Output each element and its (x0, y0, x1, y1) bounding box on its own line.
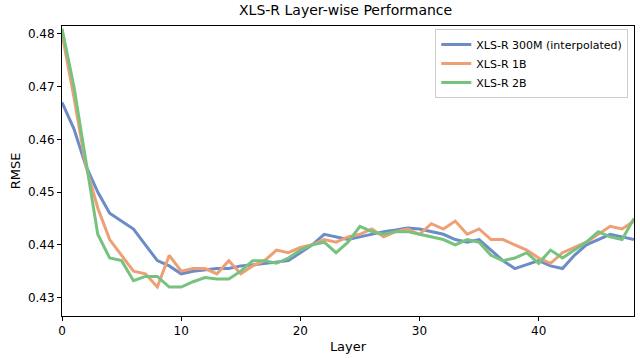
svg-text:XLS-R 1B: XLS-R 1B (476, 58, 526, 71)
svg-text:0.48: 0.48 (28, 27, 55, 41)
svg-text:XLS-R 300M (interpolated): XLS-R 300M (interpolated) (476, 39, 622, 52)
svg-text:XLS-R 2B: XLS-R 2B (476, 77, 526, 90)
svg-text:40: 40 (531, 324, 546, 338)
svg-text:10: 10 (174, 324, 189, 338)
svg-text:0.46: 0.46 (28, 133, 55, 147)
svg-text:0.45: 0.45 (28, 185, 55, 199)
svg-text:0.43: 0.43 (28, 291, 55, 305)
svg-text:0.44: 0.44 (28, 238, 55, 252)
svg-text:0.47: 0.47 (28, 80, 55, 94)
svg-text:Layer: Layer (330, 339, 367, 354)
svg-text:0: 0 (58, 324, 66, 338)
svg-text:30: 30 (412, 324, 427, 338)
svg-text:XLS-R Layer-wise Performance: XLS-R Layer-wise Performance (239, 2, 452, 18)
svg-text:RMSE: RMSE (8, 153, 23, 190)
svg-text:20: 20 (293, 324, 308, 338)
